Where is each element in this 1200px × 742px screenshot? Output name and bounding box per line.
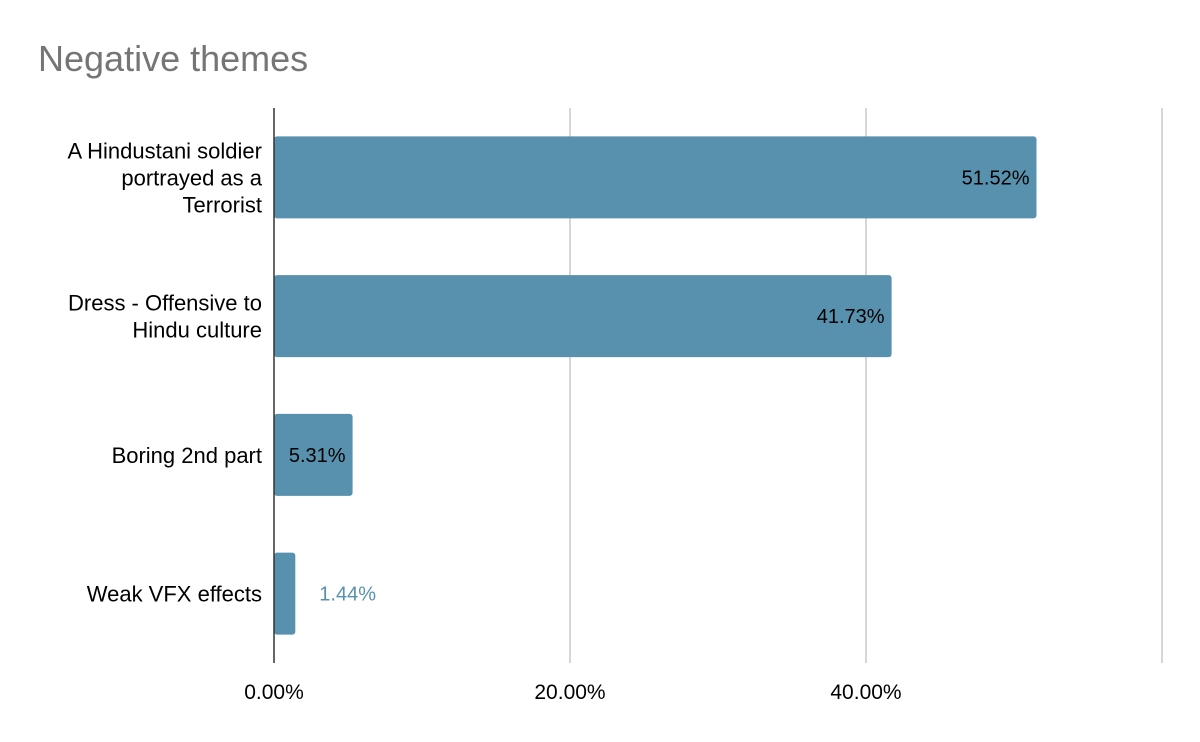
data-label: 41.73% [817, 306, 885, 328]
category-label: Dress - Offensive to Hindu culture [68, 291, 262, 343]
chart-title: Negative themes [38, 38, 309, 79]
data-label: 51.52% [962, 167, 1030, 189]
category-label: Weak VFX effects [87, 582, 262, 607]
x-tick-label: 20.00% [534, 681, 605, 704]
bar [274, 136, 1037, 219]
data-label: 5.31% [289, 445, 346, 467]
category-label: A Hindustani soldier portrayed as a Terror… [68, 138, 263, 217]
x-tick-label: 40.00% [830, 681, 901, 704]
category-label: Boring 2nd part [112, 443, 262, 468]
bar [274, 552, 296, 635]
bar [274, 413, 353, 496]
x-tick-label: 0.00% [244, 681, 304, 704]
bar [274, 275, 892, 358]
data-label: 1.44% [319, 584, 376, 606]
